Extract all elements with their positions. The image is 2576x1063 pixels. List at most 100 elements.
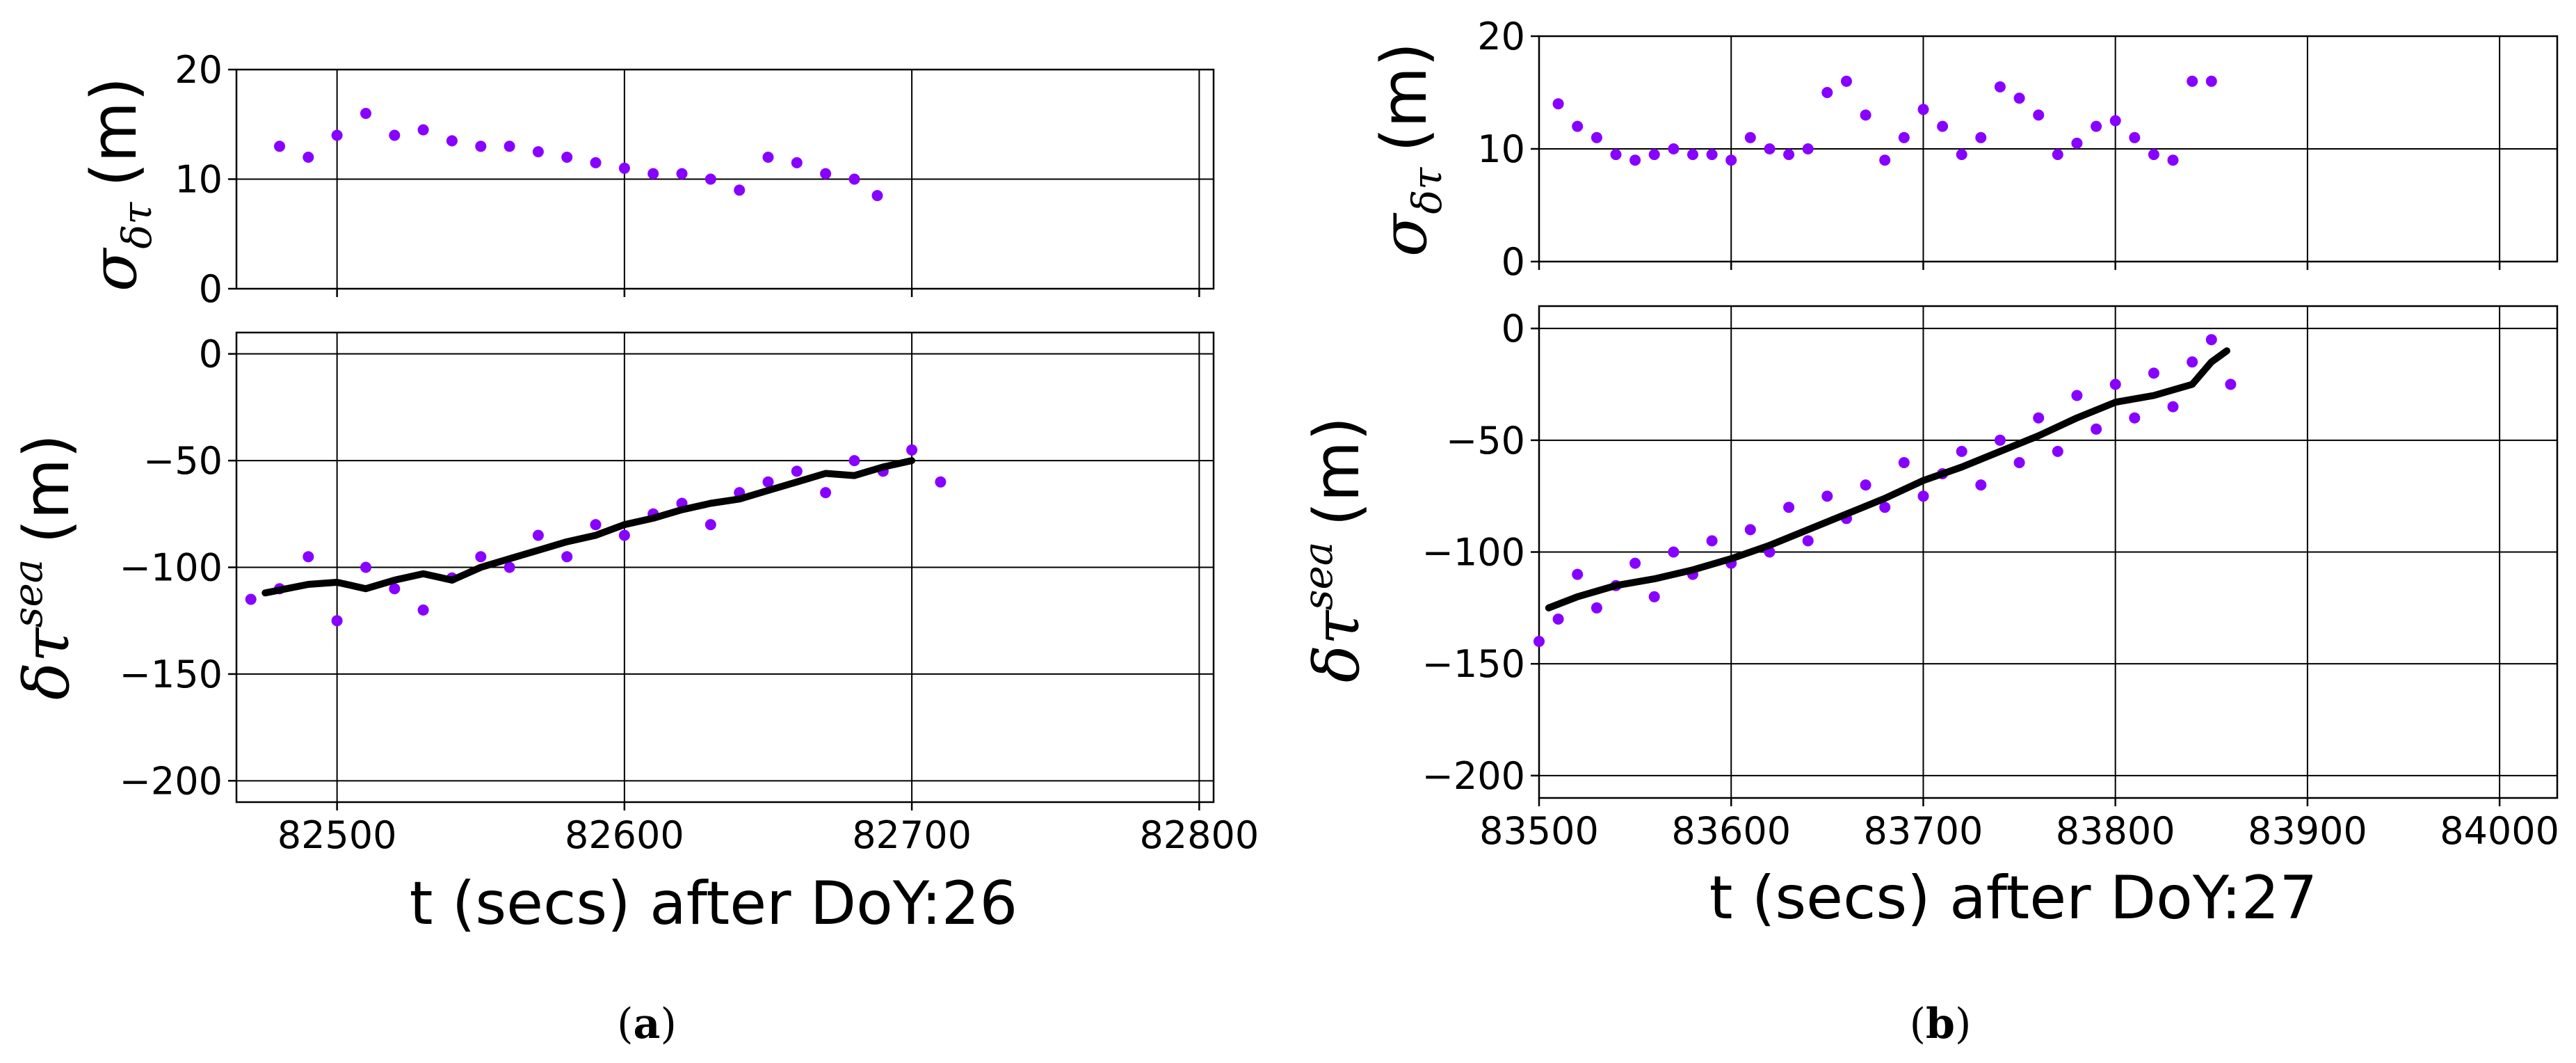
panel-a-sigma-point bbox=[848, 173, 860, 185]
panel-b-delay-point bbox=[2129, 412, 2141, 424]
panel-a-sigma-point bbox=[532, 146, 544, 158]
panel-a-delay-xtick-label: 82700 bbox=[852, 813, 972, 857]
panel-a-sigma-ylabel: σδτ(m) bbox=[78, 77, 161, 291]
panel-b-sigma-point bbox=[1591, 131, 1602, 143]
panel-b-delay-point bbox=[1648, 591, 1660, 602]
panel-b-delay-point bbox=[2071, 390, 2083, 401]
panel-b-delay-point bbox=[1860, 479, 1871, 491]
panel-a-sigma-point bbox=[647, 168, 659, 179]
panel-a-delay-point bbox=[245, 593, 257, 605]
panel-b-delay-point bbox=[1706, 535, 1718, 547]
panel-a-delay-plot: 82500 82600 82700 82800 −200 −150 −100 −50 0 bbox=[120, 331, 1259, 857]
panel-a-sigma-point bbox=[475, 141, 487, 152]
panel-b-delay-ytick-label: −100 bbox=[1422, 531, 1525, 575]
panel-b-delay-point bbox=[2033, 412, 2045, 424]
panel-a-delay-point bbox=[532, 529, 544, 541]
panel-a-sigma-point bbox=[871, 190, 883, 202]
panel-b-delay-ytick-label: −50 bbox=[1446, 419, 1525, 463]
panel-b-delay-xtick-label: 83900 bbox=[2248, 809, 2367, 853]
panel-b-delay-point bbox=[1668, 546, 1680, 558]
panel-b-sigma-ytick-label: 20 bbox=[1477, 15, 1525, 58]
panel-b-sigma-point bbox=[1668, 143, 1680, 154]
panel-a-sigma-point bbox=[417, 124, 429, 136]
panel-a-sigma-point bbox=[303, 152, 314, 163]
panel-b-sigma-point bbox=[1629, 154, 1641, 166]
panel-a-delay-xtick-label: 82800 bbox=[1139, 813, 1259, 857]
panel-a-delay-point bbox=[618, 529, 630, 541]
panel-b-sigma-point bbox=[1687, 149, 1698, 161]
panel-b-sigma-point bbox=[2013, 93, 2025, 104]
panel-a-sigma-ytick-label: 20 bbox=[175, 48, 223, 92]
panel-b-sigma-point bbox=[2148, 149, 2159, 161]
panel-b-delay-point bbox=[1879, 502, 1891, 513]
panel-b-delay-point bbox=[1956, 445, 1967, 457]
panel-b-sigma-point bbox=[1821, 87, 1833, 98]
panel-a-sigma-point bbox=[504, 141, 515, 152]
panel-b-sigma-point bbox=[2205, 75, 2217, 87]
panel-b-sigma-point bbox=[1917, 104, 1929, 115]
panel-a-sigma-point bbox=[734, 184, 746, 196]
panel-b-delay-trend-line bbox=[1545, 347, 2230, 612]
panel-b-delay-xtick-label: 83500 bbox=[1479, 809, 1599, 853]
panel-a-sigma-point bbox=[274, 141, 285, 152]
panel-a-delay-point bbox=[561, 551, 573, 563]
panel-b-sigma-point bbox=[1744, 131, 1756, 143]
panel-b-sigma-point bbox=[2109, 115, 2121, 127]
panel-b-delay-point bbox=[2091, 423, 2102, 435]
panel-b-delay-point bbox=[1744, 524, 1756, 536]
panel-a-sigma-point bbox=[331, 129, 343, 141]
panel-b-delay-point bbox=[1552, 613, 1564, 625]
panel-a-delay-point bbox=[820, 487, 832, 499]
panel-b-delay-point bbox=[1802, 535, 1814, 547]
panel-b-sigma-ylabel: σδτ(m) bbox=[1368, 42, 1451, 257]
panel-a-sigma-plot: 0 10 20 bbox=[175, 48, 1215, 311]
panel-b-sigma-point bbox=[2187, 75, 2198, 87]
panel-b-sigma-point bbox=[2129, 131, 2141, 143]
panel-b-sigma-point bbox=[1610, 149, 1622, 161]
panel-a-sigma-ytick-label: 10 bbox=[175, 158, 223, 202]
panel-b-sigma-point bbox=[2052, 149, 2063, 161]
panel-b-delay-point bbox=[2167, 401, 2179, 413]
panel-b-delay-point bbox=[2205, 334, 2217, 346]
panel-a-delay-xtick-label: 82600 bbox=[565, 813, 684, 857]
panel-b-caption: (b) bbox=[1910, 1000, 1972, 1048]
panel-b-sigma-point bbox=[1879, 154, 1891, 166]
panel-b-sigma-point bbox=[2071, 137, 2083, 149]
panel-a-delay-point bbox=[935, 476, 947, 488]
panel-b-sigma-point bbox=[1552, 98, 1564, 110]
panel-b-delay-point bbox=[1994, 434, 2006, 446]
panel-b-sigma-plot: 0 10 20 bbox=[1477, 15, 2559, 284]
panel-b-delay-xtick-label: 83800 bbox=[2056, 809, 2175, 853]
panel-a-delay-point bbox=[331, 615, 343, 627]
panel-a-sigma-point bbox=[389, 129, 401, 141]
panel-a: 0 10 20 82500 82600 82700 82800 −200 −150 −100 −5… bbox=[4, 48, 1259, 1048]
panel-b-delay-xtick-label: 83600 bbox=[1671, 809, 1791, 853]
panel-b-delay-point bbox=[2052, 445, 2063, 457]
panel-b-sigma-point bbox=[1975, 131, 1987, 143]
panel-a-sigma-point bbox=[820, 168, 832, 179]
panel-b-sigma-point bbox=[1648, 149, 1660, 161]
panel-a-xlabel: t (secs) after DoY:26 bbox=[410, 869, 1017, 938]
panel-a-delay-point bbox=[791, 465, 803, 477]
panel-b-delay-point bbox=[1821, 490, 1833, 502]
panel-a-delay-point bbox=[848, 455, 860, 467]
panel-b-sigma-point bbox=[2167, 154, 2179, 166]
panel-a-delay-point bbox=[360, 561, 371, 573]
panel-a-caption: (a) bbox=[617, 1000, 677, 1048]
panel-a-sigma-point bbox=[791, 157, 803, 168]
panel-a-sigma-point bbox=[360, 108, 371, 119]
panel-a-sigma-point bbox=[618, 162, 630, 174]
panel-a-delay-point bbox=[590, 519, 602, 531]
panel-a-delay-ytick-label: −200 bbox=[120, 759, 223, 803]
panel-b-sigma-point bbox=[2091, 120, 2102, 132]
panel-b-sigma-ytick-label: 10 bbox=[1477, 127, 1525, 171]
panel-a-delay-ytick-label: −100 bbox=[120, 546, 223, 590]
panel-b-sigma-point bbox=[1994, 81, 2006, 93]
panel-b-delay-ytick-label: −200 bbox=[1422, 754, 1525, 798]
panel-b-sigma-point bbox=[1841, 75, 1852, 87]
panel-b-delay-point bbox=[2187, 356, 2198, 368]
panel-a-delay-point bbox=[303, 551, 314, 563]
panel-b-delay-point bbox=[1917, 490, 1929, 502]
panel-b-sigma-point bbox=[1725, 154, 1737, 166]
